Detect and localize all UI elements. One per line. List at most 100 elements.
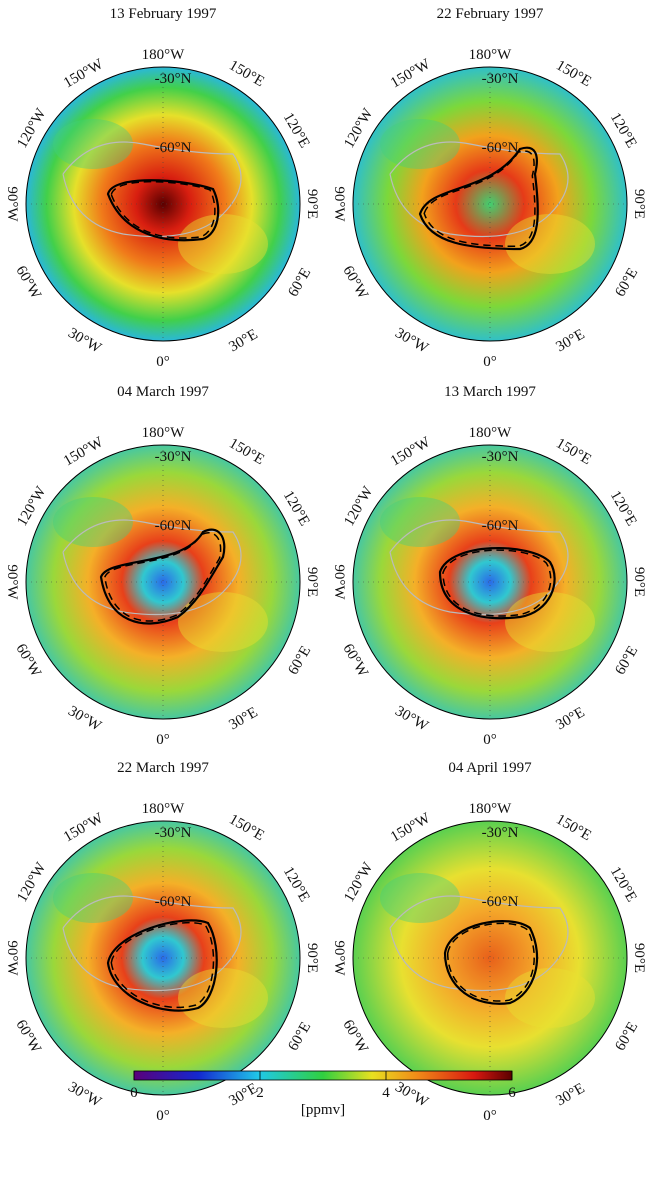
graticule-label: 60°W (339, 1017, 371, 1056)
graticule-label: 60°E (285, 643, 314, 677)
panel-title: 13 February 1997 (110, 6, 217, 22)
graticule-label: 60°E (612, 265, 641, 299)
graticule-label: 90°E (631, 943, 647, 973)
graticule-label: 180°W (469, 801, 512, 817)
graticule-label: 180°W (469, 425, 512, 441)
field-blob (505, 592, 595, 652)
graticule-label: -60°N (155, 140, 192, 156)
graticule-label: -30°N (155, 825, 192, 841)
panel-title: 04 March 1997 (117, 384, 209, 400)
field-blob (178, 214, 268, 274)
graticule-label: 90°W (4, 940, 20, 976)
graticule-label: 30°W (392, 703, 431, 735)
graticule-label: 0° (483, 1108, 497, 1124)
field-blob (505, 214, 595, 274)
graticule-label: 0° (483, 732, 497, 748)
coastline (62, 519, 242, 616)
graticule-label: 30°W (65, 703, 104, 735)
vortex-contour (99, 528, 226, 625)
graticule-label: 30°W (65, 1079, 104, 1111)
coastline (389, 519, 569, 616)
graticule-label: -30°N (155, 449, 192, 465)
coastline (62, 895, 242, 992)
vortex-contour-dashed (423, 150, 536, 248)
graticule-label: -30°N (482, 825, 519, 841)
map-disc (352, 820, 628, 1096)
map-disc (25, 444, 301, 720)
graticule-label: 60°W (12, 1017, 44, 1056)
graticule-label: 0° (156, 354, 170, 370)
graticule-label: 30°W (392, 1079, 431, 1111)
graticule-label: 180°W (142, 47, 185, 63)
vortex-contour (443, 920, 539, 1005)
vortex-contour-dashed (110, 921, 215, 1009)
vortex-contour-dashed (442, 549, 552, 617)
graticule-label: 90°W (4, 186, 20, 222)
graticule-label: -30°N (155, 71, 192, 87)
vortex-contour (438, 547, 556, 620)
graticule-label: 60°E (612, 643, 641, 677)
field-blob (178, 968, 268, 1028)
field-blob (380, 497, 460, 547)
map-disc (25, 66, 301, 342)
graticule-label: 0° (156, 1108, 170, 1124)
graticule-label: 180°W (469, 47, 512, 63)
vortex-contour-dashed (110, 181, 216, 239)
vortex-contour (418, 146, 539, 251)
graticule-label: 90°E (631, 189, 647, 219)
graticule-label: -60°N (482, 140, 519, 156)
map-disc (352, 444, 628, 720)
colorbar-label: [ppmv] (301, 1102, 345, 1118)
graticule-label: 60°E (285, 265, 314, 299)
colorbar (133, 1070, 513, 1081)
field-blob (53, 119, 133, 169)
vortex-contour (106, 919, 218, 1012)
graticule-label: 90°E (304, 567, 320, 597)
panel-title: 22 March 1997 (117, 760, 209, 776)
panel-title: 04 April 1997 (448, 760, 532, 776)
graticule-label: 90°E (304, 943, 320, 973)
field-blob (53, 873, 133, 923)
colorbar-tick-label: 0 (130, 1085, 138, 1101)
graticule-label: -60°N (482, 894, 519, 910)
graticule-label: 60°E (285, 1019, 314, 1053)
graticule-label: 30°E (553, 326, 587, 355)
graticule-label: 90°W (331, 186, 347, 222)
graticule-label: 60°W (339, 263, 371, 302)
graticule-label: 60°W (12, 641, 44, 680)
graticule-label: -60°N (482, 518, 519, 534)
field-blob (380, 873, 460, 923)
graticule-label: 30°E (226, 704, 260, 733)
vortex-contour-dashed (103, 532, 222, 622)
field-blob (380, 119, 460, 169)
graticule-label: 30°E (226, 326, 260, 355)
coastline (389, 895, 569, 992)
graticule-label: 30°E (553, 1080, 587, 1109)
panel-title: 22 February 1997 (437, 6, 544, 22)
graticule-label: 30°W (392, 325, 431, 357)
graticule-label: 90°E (631, 567, 647, 597)
vortex-contour-dashed (446, 922, 535, 1002)
colorbar-tick-label: 6 (508, 1085, 516, 1101)
graticule-label: 90°W (331, 940, 347, 976)
graticule-label: 30°E (553, 704, 587, 733)
graticule-label: -60°N (155, 894, 192, 910)
graticule-label: 60°W (12, 263, 44, 302)
map-disc (25, 820, 301, 1096)
graticule-label: 0° (483, 354, 497, 370)
field-blob (53, 497, 133, 547)
graticule-label: 30°W (65, 325, 104, 357)
graticule-label: 180°W (142, 801, 185, 817)
graticule-label: 60°E (612, 1019, 641, 1053)
graticule-label: 180°W (142, 425, 185, 441)
graticule-label: -30°N (482, 71, 519, 87)
coastline (389, 141, 569, 238)
